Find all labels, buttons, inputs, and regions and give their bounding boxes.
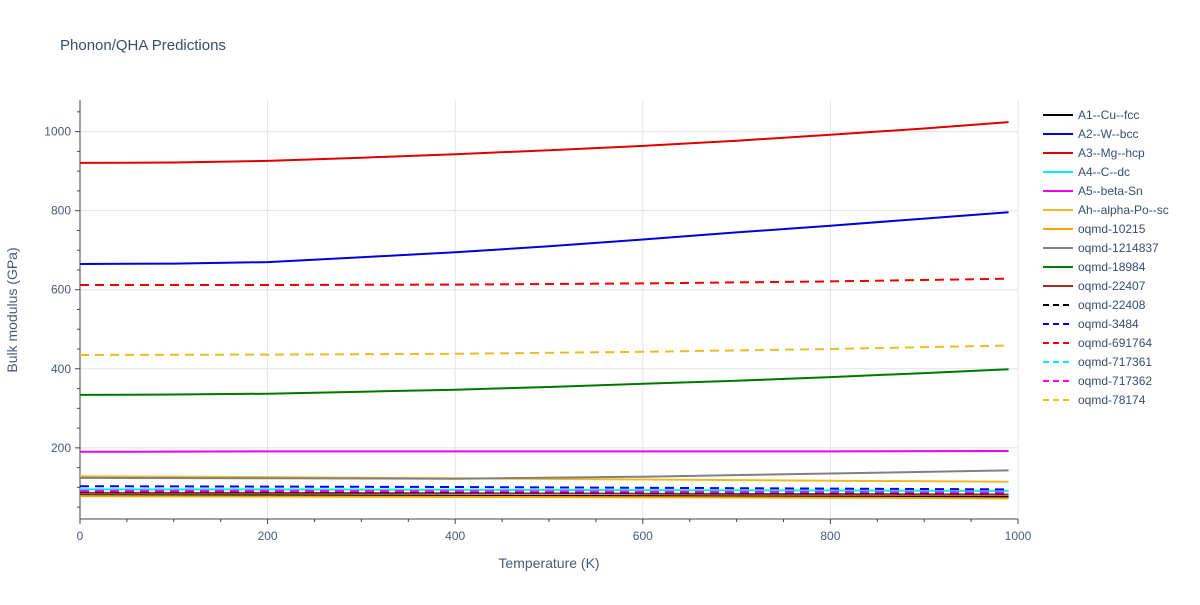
- series-line-oqmd-22407: [80, 491, 1009, 496]
- legend-label: oqmd-717361: [1078, 355, 1152, 369]
- series-line-Ah--alpha-Po--sc: [79, 475, 1009, 483]
- legend-label: oqmd-691764: [1078, 336, 1152, 350]
- legend: A1--Cu--fcc A2--W--bcc A3--Mg--hcp A4--C--d…: [1043, 108, 1169, 407]
- x-tick-label: 400: [445, 529, 465, 543]
- legend-label: oqmd-22407: [1078, 279, 1146, 293]
- legend-item[interactable]: oqmd-717361: [1043, 355, 1152, 369]
- series-line-oqmd-10215: [79, 495, 1009, 500]
- legend-item[interactable]: oqmd-78174: [1043, 393, 1146, 407]
- series-line-oqmd-1214837: [79, 469, 1009, 480]
- legend-item[interactable]: oqmd-18984: [1043, 260, 1146, 274]
- x-tick-label: 800: [820, 529, 840, 543]
- series-line-A3--Mg--hcp: [79, 121, 1009, 164]
- legend-label: oqmd-717362: [1078, 374, 1152, 388]
- series-layer: [79, 121, 1009, 500]
- series-line-oqmd-717362: [80, 489, 1009, 494]
- legend-label: A4--C--dc: [1078, 165, 1130, 179]
- legend-item[interactable]: Ah--alpha-Po--sc: [1043, 203, 1169, 217]
- series-line-oqmd-3484: [79, 485, 1009, 491]
- series-line-A1--Cu--fcc: [80, 494, 1009, 498]
- legend-item[interactable]: oqmd-717362: [1043, 374, 1152, 388]
- axis-layer: 0 200 400 600 800 1000 200 400 600 800 1000: [44, 100, 1032, 543]
- legend-label: A5--beta-Sn: [1078, 184, 1143, 198]
- legend-item[interactable]: oqmd-10215: [1043, 222, 1146, 236]
- grid-layer: [80, 100, 1019, 519]
- legend-label: Ah--alpha-Po--sc: [1078, 203, 1169, 217]
- series-line-A2--W--bcc: [79, 211, 1009, 265]
- legend-label: oqmd-10215: [1078, 222, 1146, 236]
- legend-item[interactable]: oqmd-691764: [1043, 336, 1152, 350]
- legend-item[interactable]: A3--Mg--hcp: [1043, 146, 1145, 160]
- y-tick-label: 400: [51, 362, 71, 376]
- legend-item[interactable]: oqmd-3484: [1043, 317, 1139, 331]
- legend-item[interactable]: A1--Cu--fcc: [1043, 108, 1139, 122]
- y-tick-label: 200: [51, 441, 71, 455]
- legend-label: oqmd-3484: [1078, 317, 1139, 331]
- x-tick-label: 600: [633, 529, 653, 543]
- legend-label: A1--Cu--fcc: [1078, 108, 1139, 122]
- legend-item[interactable]: A4--C--dc: [1043, 165, 1130, 179]
- legend-item[interactable]: oqmd-1214837: [1043, 241, 1159, 255]
- chart-title: Phonon/QHA Predictions: [60, 37, 226, 54]
- legend-item[interactable]: A2--W--bcc: [1043, 127, 1138, 141]
- legend-label: oqmd-78174: [1078, 393, 1146, 407]
- legend-label: oqmd-1214837: [1078, 241, 1159, 255]
- y-tick-label: 600: [51, 283, 71, 297]
- legend-item[interactable]: A5--beta-Sn: [1043, 184, 1143, 198]
- x-tick-label: 0: [77, 529, 84, 543]
- legend-label: oqmd-22408: [1078, 298, 1146, 312]
- series-line-oqmd-691764: [80, 277, 1009, 286]
- y-axis-title: Bulk modulus (GPa): [4, 247, 20, 372]
- x-axis-title: Temperature (K): [498, 555, 599, 571]
- legend-item[interactable]: oqmd-22408: [1043, 298, 1146, 312]
- legend-label: A3--Mg--hcp: [1078, 146, 1145, 160]
- legend-label: A2--W--bcc: [1078, 127, 1138, 141]
- legend-label: oqmd-18984: [1078, 260, 1146, 274]
- y-tick-label: 1000: [44, 125, 71, 139]
- series-line-A5--beta-Sn: [79, 450, 1009, 453]
- series-line-oqmd-78174: [79, 344, 1009, 356]
- x-tick-label: 200: [258, 529, 278, 543]
- y-tick-label: 800: [51, 204, 71, 218]
- series-line-oqmd-18984: [79, 368, 1009, 396]
- x-tick-label: 1000: [1005, 529, 1032, 543]
- legend-item[interactable]: oqmd-22407: [1043, 279, 1146, 293]
